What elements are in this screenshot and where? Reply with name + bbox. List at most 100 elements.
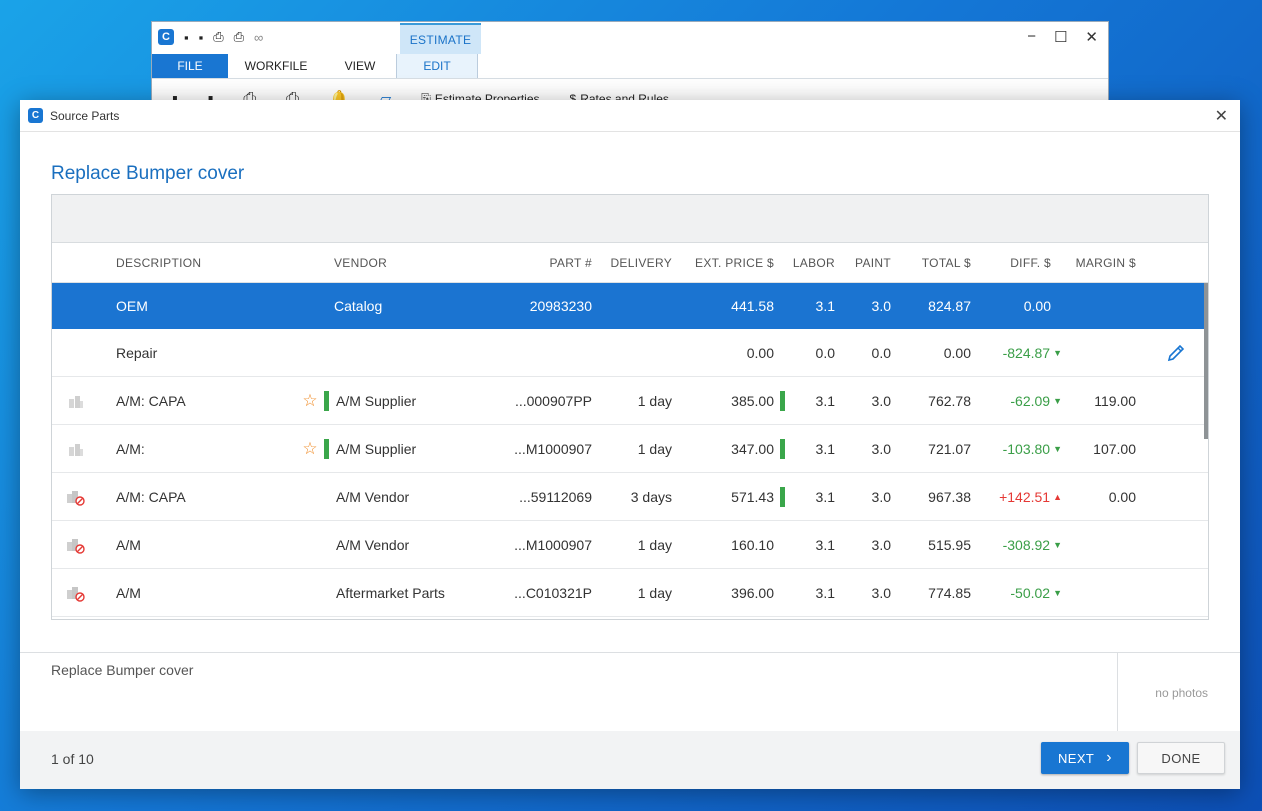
table-row[interactable]: A/M: ☆ A/M Supplier ...M1000907 1 day 34…: [52, 425, 1208, 473]
row-margin: 0.00: [1108, 488, 1136, 505]
row-labor: 3.1: [815, 298, 835, 314]
row-labor: 3.1: [815, 584, 835, 601]
print-preview-icon[interactable]: ⎙: [233, 29, 245, 44]
app-logo-icon: C: [158, 29, 174, 45]
grid-header: DESCRIPTION VENDOR PART # DELIVERY EXT. …: [52, 243, 1208, 283]
quick-access-toolbar: C ▪ ▪ ⎙ ⎙ ∞: [152, 22, 263, 52]
col-labor[interactable]: LABOR: [792, 255, 835, 270]
row-description: A/M: [116, 536, 141, 553]
tab-workfile[interactable]: WORKFILE: [244, 59, 308, 73]
save-ribbon-icon[interactable]: ▪: [172, 89, 178, 107]
minimize-icon[interactable]: −: [1027, 28, 1036, 45]
row-delivery: 1 day: [637, 584, 672, 601]
grid-scrollbar[interactable]: [1204, 283, 1208, 439]
table-row[interactable]: A/M Aftermarket Parts ...C010321P 1 day …: [52, 569, 1208, 617]
done-button[interactable]: DONE: [1137, 742, 1225, 774]
row-description: Repair: [116, 344, 158, 361]
row-paint: 3.0: [871, 584, 891, 601]
pencil-icon: [1167, 344, 1185, 361]
price-indicator-bar: [780, 425, 785, 472]
divider: [20, 652, 1240, 653]
table-row[interactable]: A/M A/M Vendor ...M1000907 1 day 160.10 …: [52, 521, 1208, 569]
col-diff[interactable]: DIFF. $: [1010, 255, 1051, 270]
row-description: A/M: CAPA: [116, 392, 186, 409]
vendor-indicator-bar: [324, 377, 329, 424]
table-row[interactable]: A/M: CAPA A/M Vendor ...59112069 3 days …: [52, 473, 1208, 521]
star-outline-icon[interactable]: ☆: [302, 438, 318, 458]
price-indicator-bar: [780, 473, 785, 520]
row-part-number: ...C010321P: [514, 584, 592, 601]
dialog-footer: 1 of 10 NEXT › DONE: [20, 731, 1240, 789]
no-photos-label: no photos: [1155, 686, 1208, 700]
dialog-title: Source Parts: [50, 108, 120, 123]
properties-icon: ⎘: [421, 91, 431, 105]
row-labor: 3.1: [815, 392, 835, 409]
tab-edit[interactable]: EDIT: [396, 54, 478, 78]
estimate-context-tab: ESTIMATE: [400, 23, 481, 54]
table-row[interactable]: A/M: CAPA ☆ A/M Supplier ...000907PP 1 d…: [52, 377, 1208, 425]
row-vendor: A/M Supplier: [336, 392, 417, 409]
line-description: Replace Bumper cover: [51, 662, 194, 678]
print-icon[interactable]: ⎙: [213, 29, 224, 44]
pager-status: 1 of 10: [51, 751, 94, 767]
row-total: 721.07: [928, 440, 971, 457]
part-stack-icon: [52, 377, 100, 424]
parts-grid: DESCRIPTION VENDOR PART # DELIVERY EXT. …: [51, 194, 1209, 620]
col-description[interactable]: DESCRIPTION: [116, 255, 202, 270]
edit-pencil-icon[interactable]: [1160, 329, 1192, 376]
col-delivery[interactable]: DELIVERY: [610, 255, 672, 270]
row-diff: -103.80 ▼: [1002, 440, 1062, 457]
source-parts-dialog: C Source Parts ✕ Replace Bumper cover DE…: [20, 100, 1240, 789]
part-unavailable-icon: [52, 569, 100, 616]
row-vendor: A/M Supplier: [336, 440, 417, 457]
vendor-indicator-bar: [324, 425, 329, 472]
row-labor: 3.1: [815, 440, 835, 457]
link-icon[interactable]: ∞: [254, 29, 264, 45]
ribbon-tabs: FILE WORKFILE VIEW EDIT: [152, 54, 1108, 78]
down-triangle-icon: ▼: [1053, 395, 1062, 406]
col-part[interactable]: PART #: [549, 255, 592, 270]
row-total: 967.38: [928, 488, 971, 505]
tab-file[interactable]: FILE: [152, 54, 228, 78]
divider: [1117, 653, 1118, 731]
col-margin[interactable]: MARGIN $: [1075, 255, 1136, 270]
row-delivery: 1 day: [637, 440, 672, 457]
col-vendor[interactable]: VENDOR: [334, 255, 388, 270]
row-part-number: ...M1000907: [514, 440, 592, 457]
next-button[interactable]: NEXT ›: [1041, 742, 1129, 774]
save-close-icon[interactable]: ▪: [198, 29, 204, 45]
down-triangle-icon: ▼: [1053, 443, 1062, 454]
table-row[interactable]: OEM Catalog 20983230 441.58 3.1 3.0 824.…: [52, 283, 1208, 329]
star-outline-icon[interactable]: ☆: [302, 390, 318, 410]
row-part-number: ...M1000907: [514, 536, 592, 553]
row-vendor: A/M Vendor: [336, 536, 410, 553]
table-row[interactable]: Repair 0.00 0.0 0.0 0.00 -824.87 ▼: [52, 329, 1208, 377]
row-diff: -50.02 ▼: [1010, 584, 1062, 601]
row-total: 762.78: [928, 392, 971, 409]
dialog-logo-icon: C: [28, 108, 43, 123]
close-window-icon[interactable]: ✕: [1085, 29, 1098, 46]
row-description: A/M: CAPA: [116, 488, 186, 505]
tab-view[interactable]: VIEW: [344, 59, 376, 73]
row-description: A/M:: [116, 440, 145, 457]
down-triangle-icon: ▼: [1053, 587, 1062, 598]
maximize-icon[interactable]: ☐: [1053, 29, 1068, 46]
row-total: 774.85: [928, 584, 971, 601]
row-labor: 3.1: [815, 536, 835, 553]
col-total[interactable]: TOTAL $: [921, 255, 971, 270]
close-icon[interactable]: ✕: [1214, 108, 1228, 125]
row-ext-price: 160.10: [731, 536, 774, 553]
up-triangle-icon: ▲: [1053, 491, 1062, 502]
row-paint: 3.0: [871, 298, 891, 314]
row-part-number: ...59112069: [519, 488, 592, 505]
save-icon[interactable]: ▪: [184, 29, 189, 45]
row-margin: 107.00: [1093, 440, 1136, 457]
col-ext-price[interactable]: EXT. PRICE $: [695, 255, 774, 270]
row-ext-price: 396.00: [731, 584, 774, 601]
row-part-number: 20983230: [529, 298, 592, 314]
row-paint: 3.0: [871, 440, 891, 457]
dialog-titlebar: C Source Parts ✕: [20, 100, 1240, 132]
save-close-ribbon-icon[interactable]: ▪: [207, 89, 214, 107]
col-paint[interactable]: PAINT: [855, 255, 891, 270]
row-diff: -824.87 ▼: [1002, 344, 1062, 361]
